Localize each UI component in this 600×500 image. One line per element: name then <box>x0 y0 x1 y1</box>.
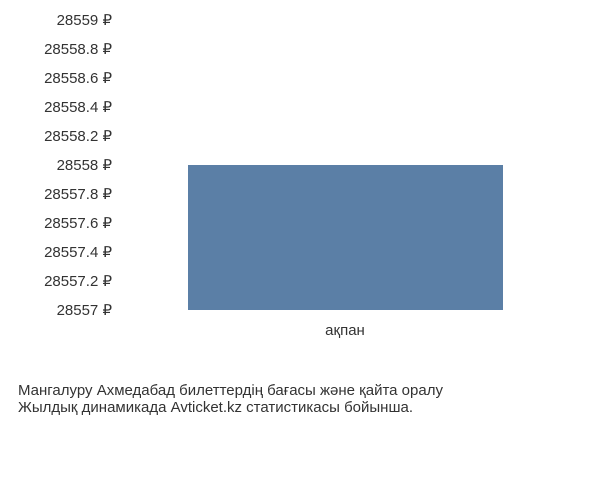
y-tick-label: 28558.6 ₽ <box>44 69 120 87</box>
y-tick-label: 28558.2 ₽ <box>44 127 120 145</box>
y-tick-label: 28559 ₽ <box>57 11 120 29</box>
bar <box>188 165 503 310</box>
y-tick-label: 28557 ₽ <box>57 301 120 319</box>
y-tick-label: 28557.4 ₽ <box>44 243 120 261</box>
y-tick-label: 28557.6 ₽ <box>44 214 120 232</box>
y-tick-label: 28558.4 ₽ <box>44 98 120 116</box>
y-tick-label: 28558.8 ₽ <box>44 40 120 58</box>
x-tick-label: ақпан <box>325 310 365 339</box>
y-tick-label: 28558 ₽ <box>57 156 120 174</box>
plot-area: 28559 ₽28558.8 ₽28558.6 ₽28558.4 ₽28558.… <box>120 20 570 310</box>
y-tick-label: 28557.8 ₽ <box>44 185 120 203</box>
chart-caption: Мангалуру Ахмедабад билеттердің бағасы ж… <box>18 382 443 416</box>
y-tick-label: 28557.2 ₽ <box>44 272 120 290</box>
chart-container: 28559 ₽ 28558.8 ₽ 28558.6 ₽ 28558.4 ₽ 28558.… <box>0 0 600 500</box>
